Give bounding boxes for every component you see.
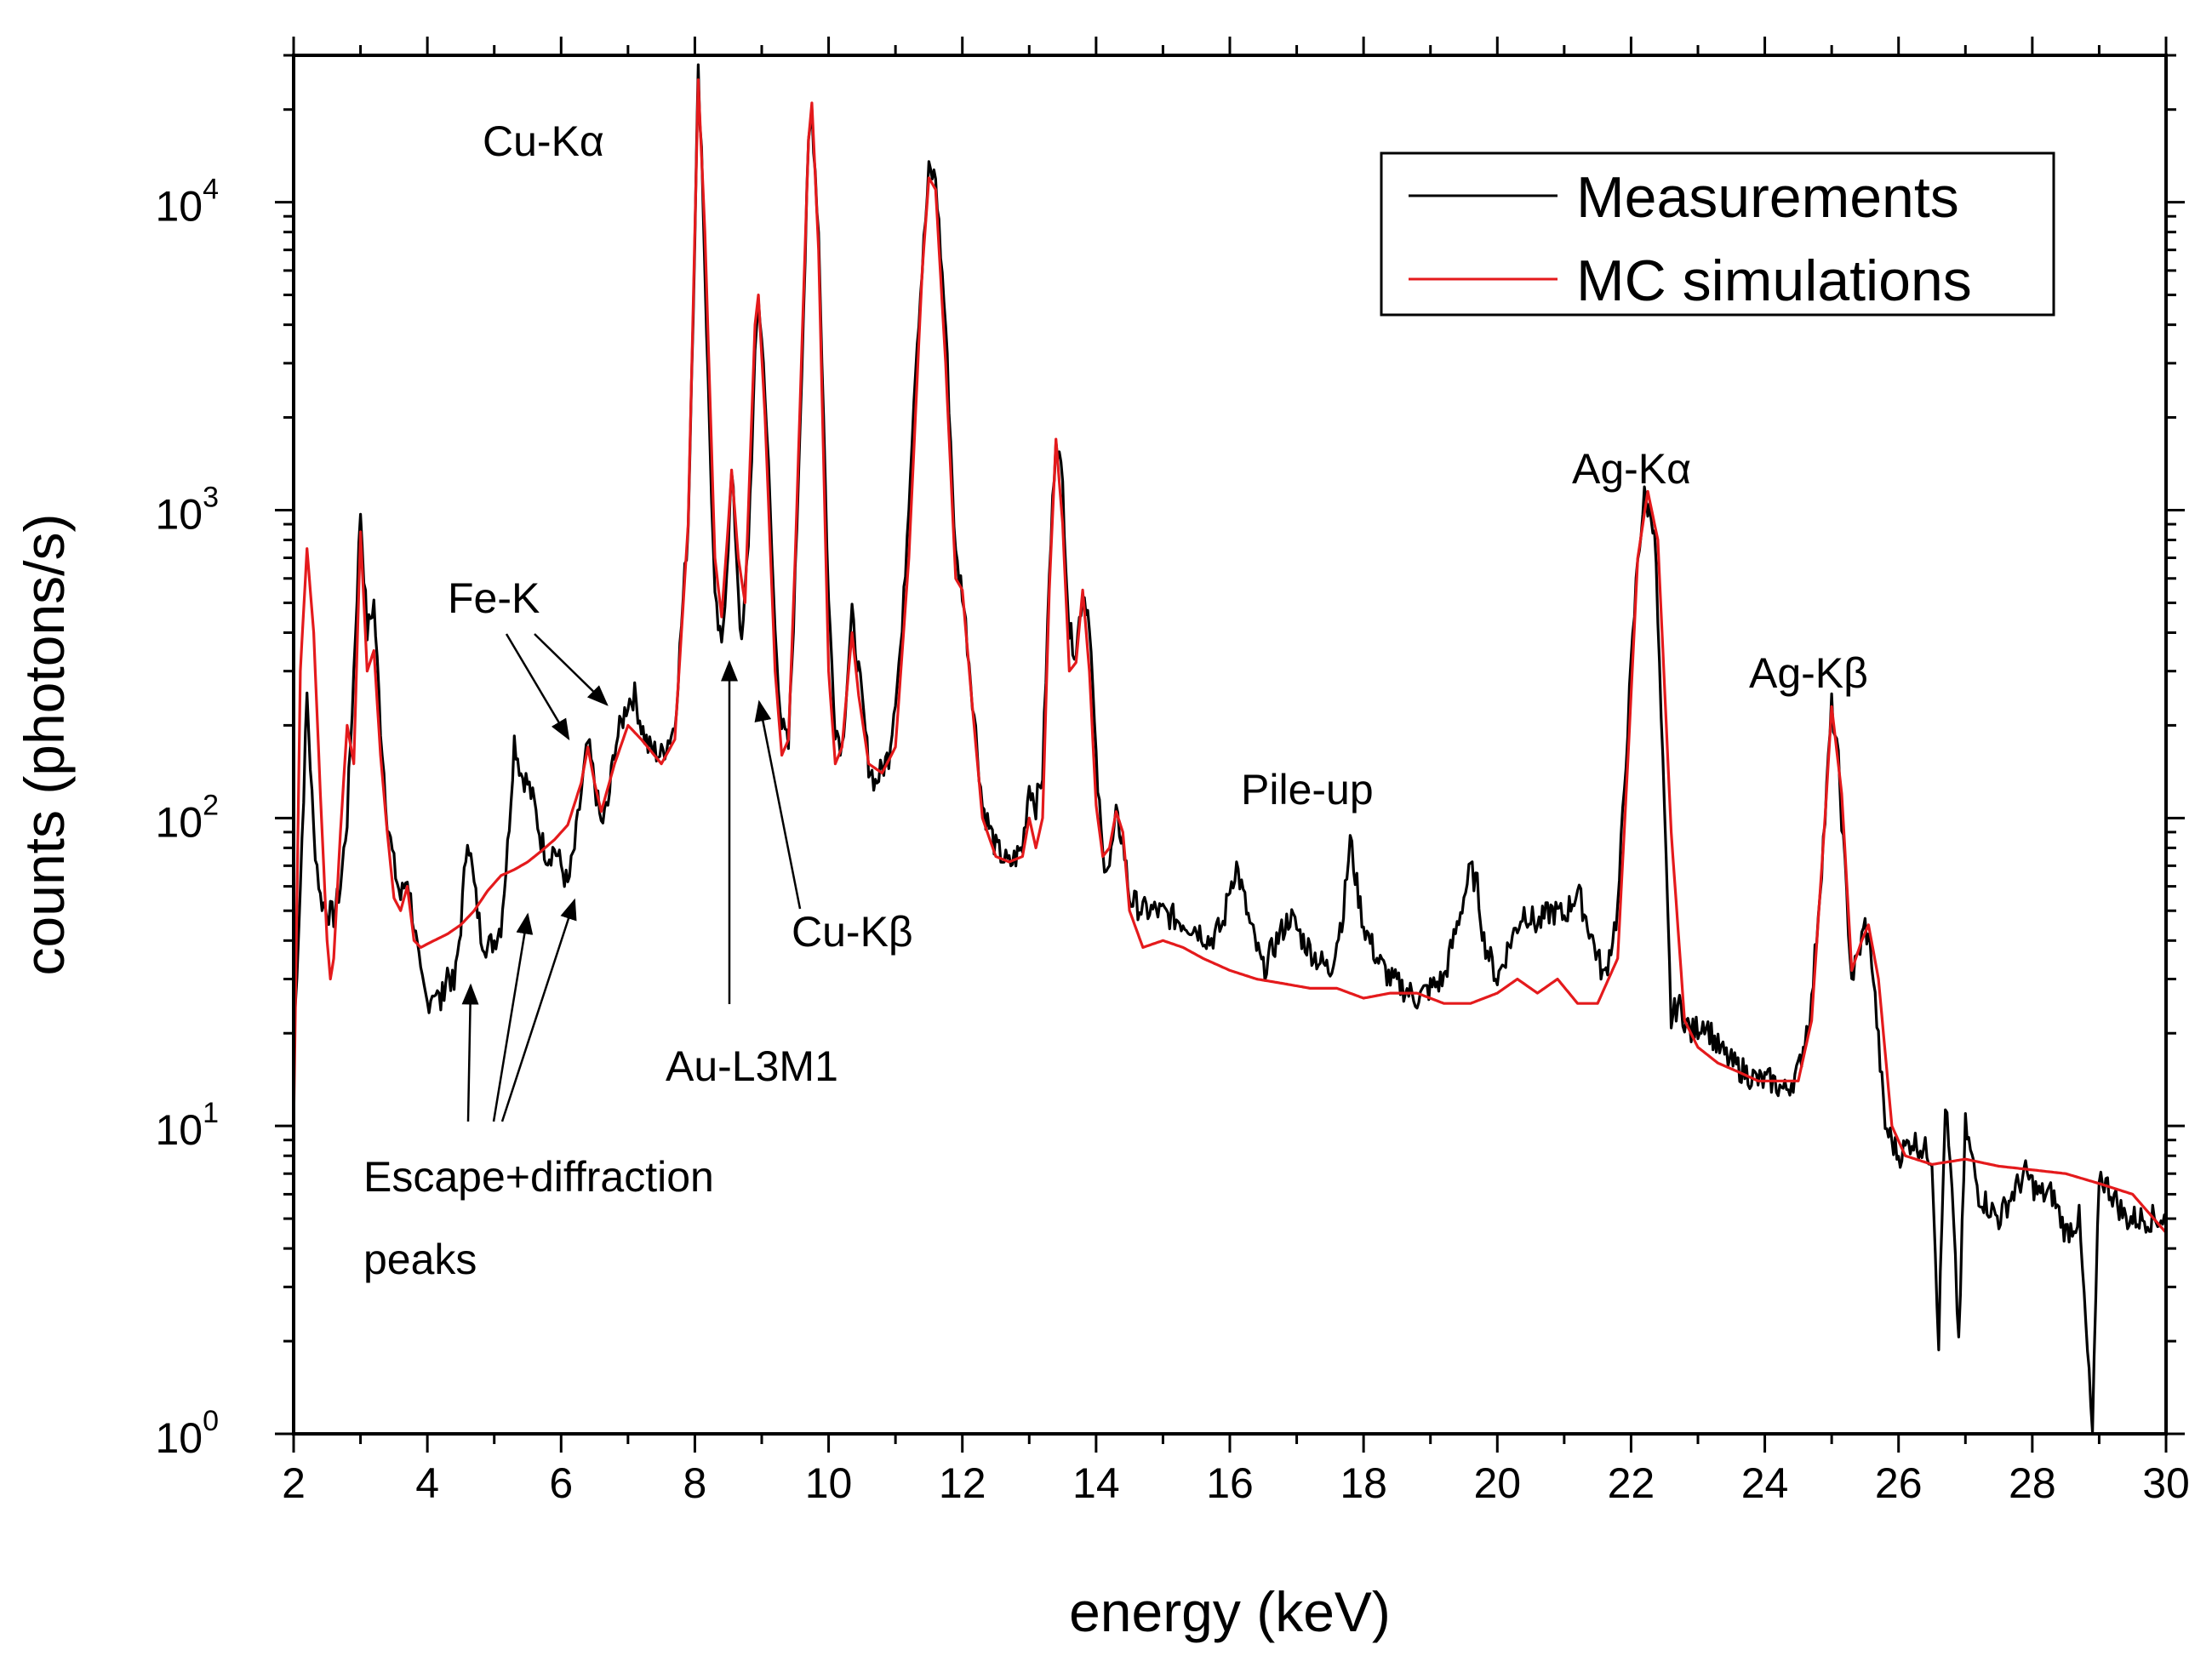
x-tick-label: 28 <box>2009 1459 2056 1507</box>
x-tick-label: 20 <box>1473 1459 1521 1507</box>
y-tick-label: 100 <box>155 1405 219 1462</box>
annotation-cu-ka: Cu-Kα <box>483 117 604 165</box>
annotation-ag-ka: Ag-Kα <box>1572 445 1691 493</box>
annotation-ag-kb: Ag-Kβ <box>1749 649 1868 697</box>
x-tick-label: 16 <box>1206 1459 1254 1507</box>
annotation-pile-up: Pile-up <box>1241 766 1374 814</box>
x-tick-label: 8 <box>683 1459 707 1507</box>
series-group <box>292 63 2168 1434</box>
series-mc-simulations <box>292 78 2168 1234</box>
arrow-fe-k-1 <box>505 633 570 741</box>
series-measurements <box>292 63 2168 1434</box>
x-tick-label: 22 <box>1608 1459 1655 1507</box>
y-tick-labels: 100 101 102 103 104 <box>155 174 219 1462</box>
x-tick-label: 30 <box>2142 1459 2190 1507</box>
annotation-cu-kb: Cu-Kβ <box>792 908 913 956</box>
x-tick-label: 12 <box>939 1459 986 1507</box>
legend-label-measurements: Measurements <box>1576 165 1959 230</box>
x-tick-label: 14 <box>1072 1459 1120 1507</box>
arrow-escape-1 <box>461 983 479 1122</box>
y-tick-label: 102 <box>155 789 219 846</box>
arrow-cu-kb <box>754 699 802 910</box>
annotation-fe-k: Fe-K <box>448 574 540 622</box>
legend: Measurements MC simulations <box>1380 151 2055 317</box>
annotation-arrows <box>461 633 802 1122</box>
x-tick-label: 6 <box>549 1459 573 1507</box>
annotation-peaks: peaks <box>363 1236 477 1283</box>
x-tick-label: 26 <box>1875 1459 1923 1507</box>
y-axis-title: counts (photons/s) <box>13 514 76 976</box>
legend-label-mc-simulations: MC simulations <box>1576 248 1972 313</box>
annotation-au-l3m1: Au-L3M1 <box>666 1042 838 1090</box>
x-tick-labels: 2 4 6 8 10 12 14 16 18 20 22 24 26 28 30 <box>282 1459 2190 1507</box>
x-axis-title: energy (keV) <box>1069 1580 1391 1643</box>
annotation-escape-diffraction: Escape+diffraction <box>363 1153 714 1201</box>
y-tick-label: 101 <box>155 1097 219 1154</box>
plot-frame <box>292 54 2168 1436</box>
arrow-fe-k-2 <box>534 633 609 706</box>
arrow-escape-2 <box>492 912 534 1122</box>
x-tick-label: 24 <box>1741 1459 1789 1507</box>
x-tick-label: 2 <box>282 1459 306 1507</box>
arrow-escape-3 <box>500 898 577 1122</box>
x-tick-label: 18 <box>1340 1459 1387 1507</box>
x-tick-label: 4 <box>415 1459 439 1507</box>
y-tick-label: 103 <box>155 481 219 538</box>
legend-box <box>1380 151 2055 317</box>
x-tick-label: 10 <box>805 1459 853 1507</box>
y-tick-label: 104 <box>155 174 219 231</box>
